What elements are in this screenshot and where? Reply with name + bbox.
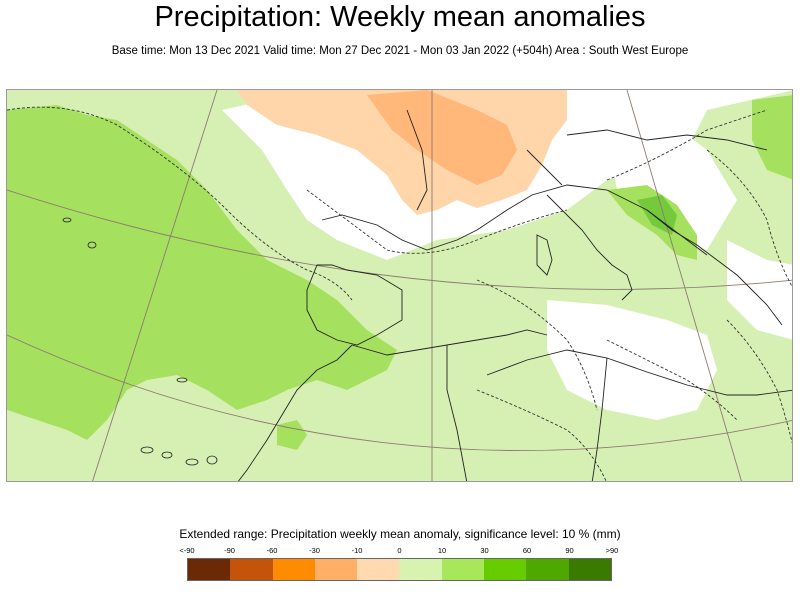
legend-tick-label: 10	[437, 546, 447, 555]
legend-swatch	[188, 559, 231, 580]
legend-title: Extended range: Precipitation weekly mea…	[179, 527, 621, 541]
legend-tick-label: 90	[565, 546, 574, 555]
legend-swatch	[568, 559, 611, 580]
no-anomaly-area-southeast	[727, 240, 792, 340]
legend-swatch	[441, 559, 485, 580]
anomaly-area-wet-medium-ne	[752, 95, 792, 180]
significance-contours	[7, 106, 792, 481]
legend-swatch	[484, 559, 527, 580]
legend-tick-label: <-90	[179, 546, 195, 555]
legend-swatch	[314, 559, 358, 580]
legend-tick-label: -30	[309, 546, 320, 555]
legend-tick-label: -10	[351, 546, 363, 555]
legend-swatch	[399, 559, 442, 580]
legend-tick-label: -90	[224, 546, 235, 555]
legend-swatch	[272, 559, 315, 580]
anomaly-area-wet-medium-small	[277, 420, 307, 450]
legend-color-bar	[187, 558, 612, 581]
legend-tick-label: 30	[480, 546, 489, 555]
map-canvas	[7, 90, 792, 481]
legend-tick-label: -60	[266, 546, 278, 555]
no-anomaly-area-med	[547, 300, 717, 420]
legend-tick-label: 0	[397, 546, 402, 555]
islands	[62, 217, 218, 466]
graticule	[7, 90, 792, 481]
legend-swatch	[526, 559, 569, 580]
coastlines	[237, 109, 792, 481]
anomaly-map	[6, 89, 793, 482]
no-anomaly-area-east	[607, 120, 737, 250]
page-subtitle: Base time: Mon 13 Dec 2021 Valid time: M…	[111, 45, 689, 57]
legend-swatch	[357, 559, 400, 580]
legend-tick-labels: <-90 -90 -60 -30 -10 0 10 30 60 90 >90	[0, 546, 800, 556]
page-title: Precipitation: Weekly mean anomalies	[154, 1, 646, 33]
legend-tick-label: 60	[522, 546, 532, 555]
anomaly-area-dry-medium	[367, 90, 517, 185]
legend-tick-label: >90	[605, 546, 619, 555]
anomaly-area-wet-medium	[7, 105, 397, 440]
legend-swatch	[230, 559, 273, 580]
